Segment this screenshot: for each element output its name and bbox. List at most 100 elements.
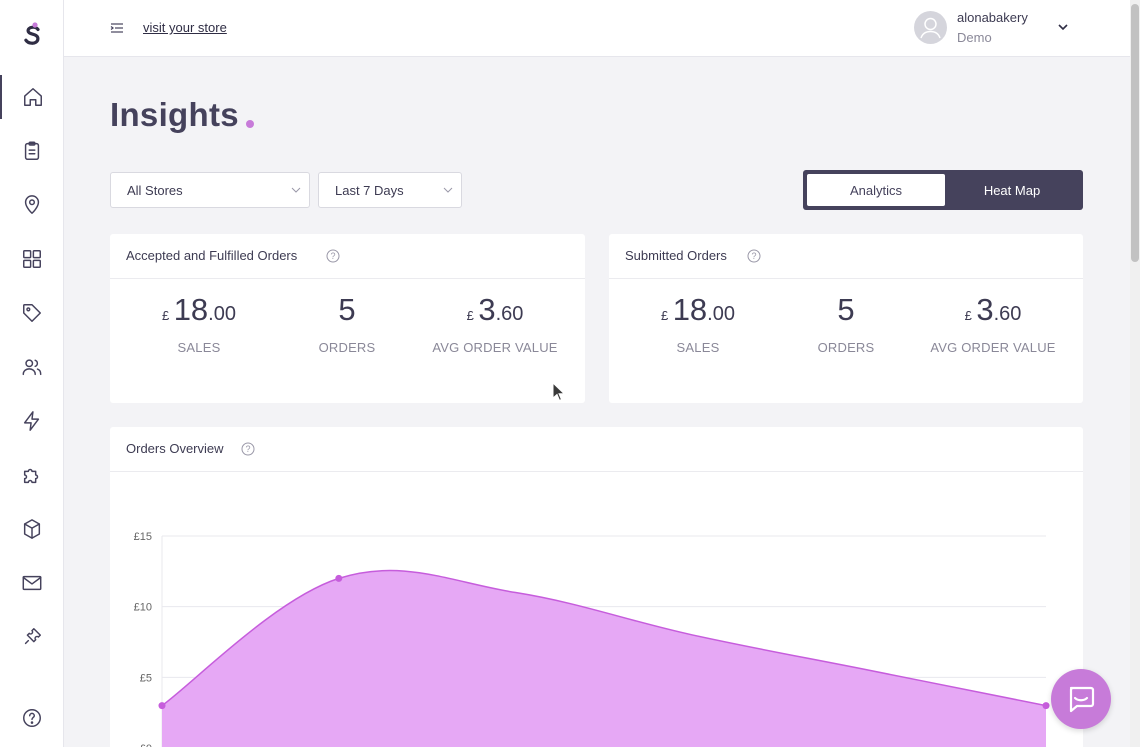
orders-metric: 5 ORDERS [272,292,422,355]
chat-support-button[interactable] [1051,669,1111,729]
chat-icon [1069,686,1095,713]
sales-label: SALES [676,340,720,355]
sidebar-item-messages[interactable] [0,561,64,605]
avg-order-metric: £ 3.60 AVG ORDER VALUE [918,292,1068,355]
brand-logo[interactable] [18,20,46,48]
user-icon [920,17,941,39]
y-tick-label: £10 [134,602,152,614]
orders-value: 5 [338,292,356,327]
orders-label: ORDERS [817,340,875,355]
sales-minor: .00 [208,303,236,325]
sales-label: SALES [177,340,221,355]
help-icon [23,709,41,727]
orders-overview-card: Orders Overview ? £15 £10 £5 £0 [110,427,1083,747]
sidebar-item-promotions[interactable] [0,291,64,335]
card-title: Orders Overview [126,441,224,456]
ticket-icon [24,628,41,645]
sidebar-item-catalog[interactable] [0,237,64,281]
mouse-cursor-icon [552,382,566,402]
avg-minor: .60 [993,303,1022,325]
avg-major: 3 [976,292,994,327]
data-point[interactable] [335,574,343,582]
users-icon [22,359,42,376]
avg-label: AVG ORDER VALUE [432,340,558,355]
period-select-value: Last 7 Days [335,183,404,198]
help-icon[interactable]: ? [326,249,340,263]
title-accent-dot [246,120,254,128]
store-select-value: All Stores [127,183,183,198]
user-name: alonabakery [957,10,1028,25]
card-header: Submitted Orders ? [609,234,1083,279]
user-menu[interactable]: alonabakery Demo [914,10,1084,46]
svg-text:?: ? [330,251,335,261]
tab-heat-map[interactable]: Heat Map [983,182,1041,198]
sales-minor: .00 [707,303,735,325]
accepted-orders-card: Accepted and Fulfilled Orders ? £ 18.00 … [110,234,585,403]
sidebar-item-help[interactable] [0,696,64,740]
avg-label: AVG ORDER VALUE [930,340,1056,355]
mail-icon [22,575,42,591]
card-header: Orders Overview ? [110,427,1083,472]
sidebar-item-customers[interactable] [0,345,64,389]
collapse-menu-icon[interactable] [110,21,124,35]
sales-major: 18 [173,292,209,327]
sidebar-item-products[interactable] [0,507,64,551]
sidebar-item-home[interactable] [0,75,64,119]
box-icon [23,519,41,539]
view-toggle: Analytics Heat Map [803,170,1083,210]
sidebar-item-locations[interactable] [0,183,64,227]
puzzle-icon [23,468,39,484]
orders-overview-chart: £15 £10 £5 £0 [134,531,1050,747]
sales-metric: £ 18.00 SALES [124,292,274,355]
chevron-down-icon[interactable] [1056,20,1070,34]
orders-value: 5 [837,292,855,327]
submitted-orders-card: Submitted Orders ? £ 18.00 SALES 5 ORDER… [609,234,1083,403]
orders-metric: 5 ORDERS [771,292,921,355]
svg-text:?: ? [245,444,250,454]
currency-symbol: £ [661,308,669,323]
sidebar-item-orders[interactable] [0,129,64,173]
sidebar-item-integrations[interactable] [0,453,64,497]
sidebar-item-automation[interactable] [0,399,64,443]
series-area [162,570,1046,747]
chevron-down-icon [291,187,301,193]
help-icon[interactable]: ? [241,442,255,456]
topbar: visit your store alonabakery Demo [64,0,1130,57]
sidebar-item-vouchers[interactable] [0,615,64,659]
y-tick-label: £15 [134,531,152,543]
page-title: Insights [110,96,239,133]
tag-icon [23,304,41,322]
user-role: Demo [957,30,992,45]
scrollbar[interactable] [1130,0,1140,747]
store-select[interactable]: All Stores [110,172,310,208]
location-pin-icon [24,195,40,214]
clipboard-icon [24,141,40,160]
tab-analytics[interactable]: Analytics [807,174,945,206]
y-tick-label: £0 [140,743,152,747]
period-select[interactable]: Last 7 Days [318,172,462,208]
svg-text:?: ? [751,251,756,261]
currency-symbol: £ [466,308,474,323]
data-point[interactable] [1042,702,1050,710]
orders-label: ORDERS [318,340,376,355]
series-line [161,569,1047,707]
data-point[interactable] [158,702,166,710]
card-title: Accepted and Fulfilled Orders [126,248,298,263]
chevron-down-icon [443,187,453,193]
lightning-icon [23,411,40,431]
sales-metric: £ 18.00 SALES [623,292,773,355]
currency-symbol: £ [964,308,972,323]
sidebar [0,0,64,747]
avg-order-metric: £ 3.60 AVG ORDER VALUE [420,292,570,355]
help-icon[interactable]: ? [747,249,761,263]
card-header: Accepted and Fulfilled Orders ? [110,234,585,279]
avg-minor: .60 [495,303,524,325]
scrollbar-thumb[interactable] [1131,4,1139,262]
visit-store-link[interactable]: visit your store [143,20,227,35]
avg-major: 3 [478,292,496,327]
home-icon [24,88,42,106]
y-tick-label: £5 [140,672,152,684]
card-title: Submitted Orders [625,248,727,263]
grid-icon [23,250,41,268]
sales-major: 18 [672,292,708,327]
